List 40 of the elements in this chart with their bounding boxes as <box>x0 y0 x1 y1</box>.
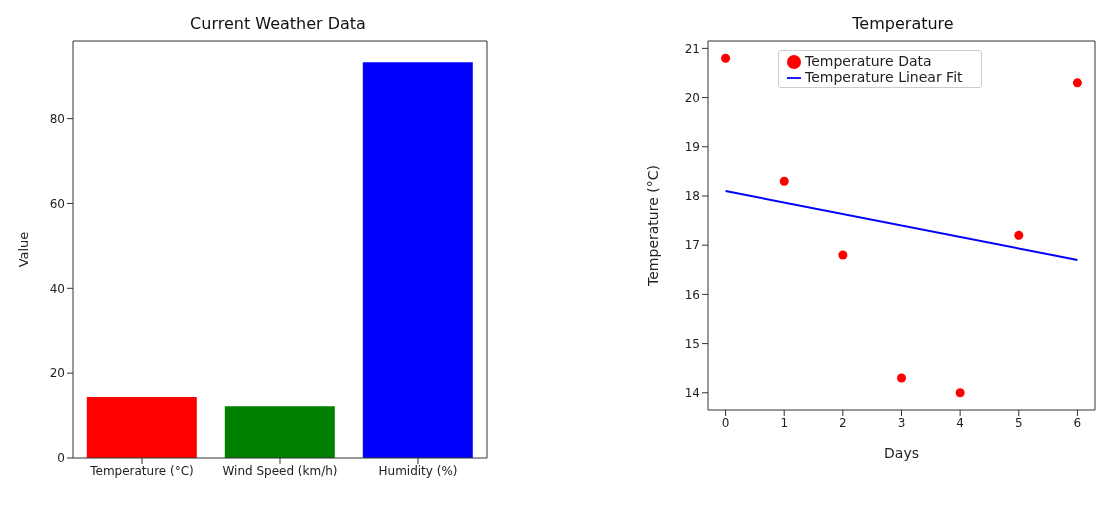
y-tick-label: 20 <box>684 90 700 105</box>
bar <box>224 406 335 458</box>
y-tick-label: 20 <box>49 366 65 381</box>
y-tick-label: 16 <box>684 287 700 302</box>
point <box>1014 230 1024 240</box>
x-tick-label: 1 <box>780 415 789 430</box>
y-axis-title: Temperature (°C) <box>644 165 661 287</box>
y-tick-label: 15 <box>684 336 700 351</box>
x-tick-label: 3 <box>897 415 906 430</box>
point <box>955 388 965 398</box>
y-tick-label: 17 <box>684 238 700 253</box>
y-tick-label: 18 <box>684 189 700 204</box>
x-tick-label: Temperature (°C) <box>89 463 194 478</box>
x-tick-label: 4 <box>956 415 964 430</box>
point <box>721 53 731 63</box>
point <box>896 373 907 383</box>
point <box>779 176 789 186</box>
x-tick-label: 0 <box>721 415 730 430</box>
x-tick-label: Humidity (%) <box>378 463 458 478</box>
y-tick-label: 21 <box>684 41 700 56</box>
bar <box>86 396 197 458</box>
y-tick-label: 14 <box>684 386 700 401</box>
point <box>1072 78 1082 88</box>
legend-label: Temperature Linear Fit <box>805 69 963 85</box>
x-tick-label: 2 <box>839 415 847 430</box>
x-tick-label: 6 <box>1073 415 1082 430</box>
y-tick-label: 40 <box>49 281 65 296</box>
y-tick-label: 19 <box>684 140 700 155</box>
legend-label: Temperature Data <box>805 53 932 69</box>
chart-title: Temperature <box>851 14 955 33</box>
x-tick-label: Wind Speed (km/h) <box>222 463 338 478</box>
bar <box>362 62 473 458</box>
point <box>838 250 848 260</box>
x-tick-label: 5 <box>1014 415 1023 430</box>
chart-title: Current Weather Data <box>189 14 367 33</box>
y-axis-title: Value <box>15 231 31 268</box>
y-tick-label: 0 <box>57 451 65 466</box>
y-tick-label: 60 <box>49 196 65 211</box>
x-axis-title: Days <box>884 445 919 461</box>
y-tick-label: 80 <box>49 111 65 126</box>
